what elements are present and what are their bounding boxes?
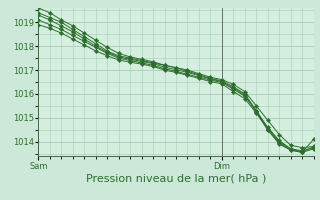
X-axis label: Pression niveau de la mer( hPa ): Pression niveau de la mer( hPa ) (86, 173, 266, 183)
